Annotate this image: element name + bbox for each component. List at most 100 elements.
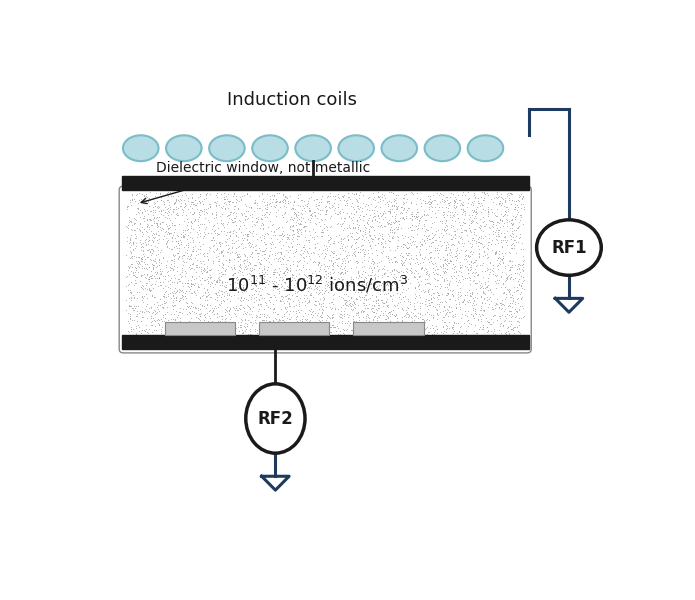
Point	[140, 263, 152, 272]
Point	[152, 268, 163, 277]
Point	[313, 337, 325, 347]
Point	[137, 263, 148, 273]
Point	[299, 270, 310, 280]
Point	[301, 328, 312, 338]
Point	[300, 275, 311, 284]
Point	[363, 316, 375, 326]
Point	[499, 209, 510, 218]
Point	[141, 227, 152, 236]
Point	[210, 276, 221, 286]
Point	[279, 270, 290, 280]
Point	[300, 277, 311, 287]
Point	[364, 221, 375, 231]
Point	[288, 236, 299, 245]
Point	[250, 260, 261, 269]
Point	[411, 274, 423, 284]
Point	[237, 217, 248, 227]
Point	[165, 187, 176, 197]
Point	[402, 239, 414, 248]
Point	[475, 293, 486, 302]
Point	[382, 218, 393, 228]
Point	[390, 328, 401, 338]
Point	[174, 274, 185, 284]
Point	[369, 269, 380, 279]
Point	[240, 286, 252, 296]
Point	[145, 311, 156, 321]
Point	[327, 200, 338, 210]
Point	[377, 208, 389, 218]
Point	[143, 286, 154, 295]
Point	[343, 281, 354, 290]
Point	[400, 325, 411, 335]
Point	[315, 197, 326, 207]
Point	[269, 281, 280, 290]
Point	[442, 256, 453, 266]
Point	[250, 242, 261, 251]
Point	[124, 212, 135, 221]
Point	[295, 250, 306, 259]
Point	[490, 193, 501, 202]
Point	[403, 313, 414, 322]
Point	[252, 200, 263, 210]
Point	[452, 281, 463, 290]
Point	[291, 291, 302, 301]
Point	[516, 280, 527, 290]
Point	[195, 220, 206, 229]
Point	[412, 193, 423, 203]
Point	[243, 229, 254, 239]
Point	[268, 276, 279, 286]
Point	[251, 281, 262, 290]
Point	[440, 340, 451, 349]
Point	[507, 243, 518, 253]
Point	[287, 296, 298, 306]
Point	[375, 310, 386, 320]
Point	[147, 280, 158, 289]
Point	[496, 215, 507, 224]
Point	[154, 307, 165, 316]
Point	[229, 317, 240, 326]
Point	[171, 266, 182, 275]
Point	[482, 253, 493, 262]
Point	[253, 295, 264, 304]
Point	[397, 280, 408, 289]
Point	[234, 295, 245, 305]
Point	[449, 240, 460, 250]
Point	[177, 317, 188, 327]
Point	[154, 280, 165, 289]
Point	[195, 198, 206, 208]
Point	[518, 311, 530, 320]
Point	[238, 249, 250, 259]
Point	[222, 244, 234, 254]
Point	[291, 244, 302, 254]
Point	[464, 336, 475, 346]
Point	[462, 269, 473, 278]
Point	[370, 304, 382, 313]
Point	[492, 205, 503, 214]
Point	[333, 189, 344, 199]
Point	[159, 274, 170, 284]
Point	[393, 319, 404, 328]
Point	[188, 287, 199, 296]
Point	[401, 309, 412, 319]
Point	[468, 293, 479, 303]
Point	[188, 260, 199, 269]
Point	[299, 242, 310, 252]
Point	[512, 323, 523, 332]
Point	[231, 253, 243, 262]
Point	[196, 273, 207, 283]
Point	[250, 285, 261, 295]
Point	[443, 278, 455, 288]
Point	[334, 284, 345, 294]
Point	[389, 265, 400, 275]
Point	[278, 316, 289, 325]
Point	[503, 310, 514, 319]
Point	[149, 233, 160, 242]
Point	[299, 203, 310, 212]
Point	[517, 341, 528, 350]
Point	[314, 316, 325, 326]
Point	[333, 207, 344, 217]
Point	[221, 227, 232, 237]
Point	[140, 272, 151, 282]
Point	[254, 338, 265, 348]
Point	[439, 274, 450, 283]
